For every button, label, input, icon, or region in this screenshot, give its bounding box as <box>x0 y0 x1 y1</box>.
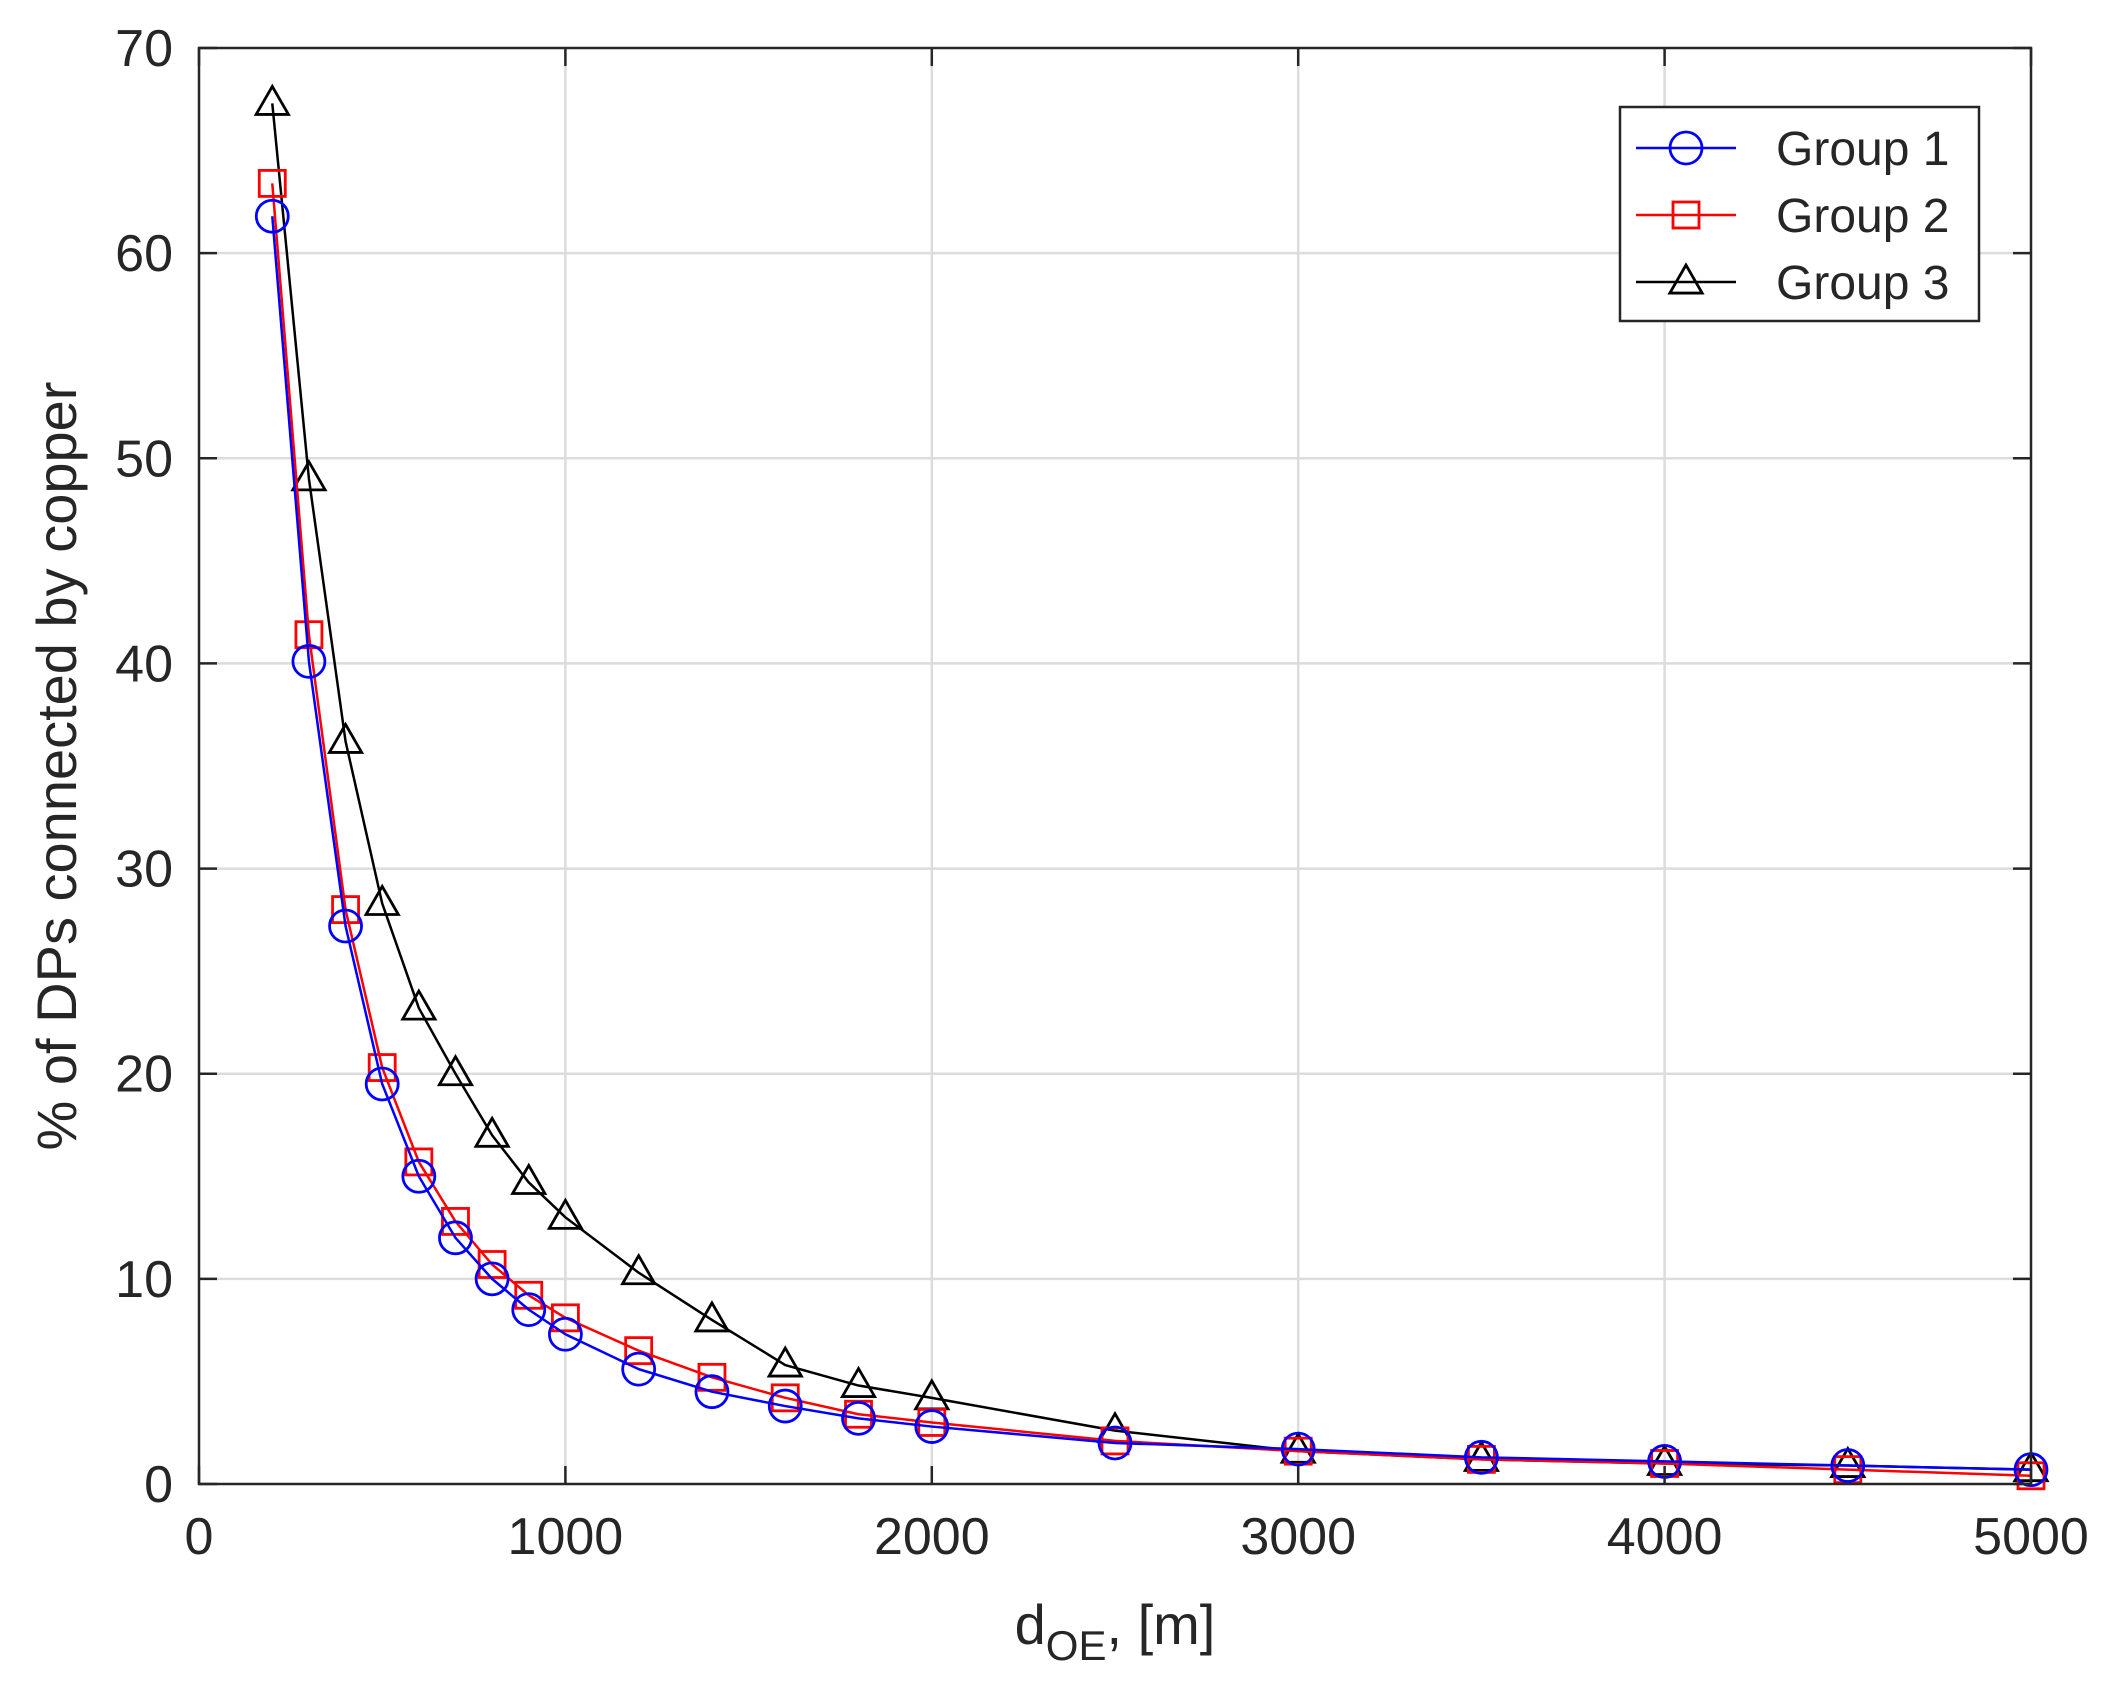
data-point-group-3 <box>253 83 291 116</box>
data-point-group-1 <box>1280 1431 1316 1467</box>
legend-marker-group-1 <box>1668 130 1704 166</box>
x-axis-label-suffix: , [m] <box>1106 1593 1215 1656</box>
y-tick-label: 0 <box>144 1456 173 1514</box>
tick-labels: 0 1000 2000 3000 4000 5000 0 10 20 30 40 50 60 70 <box>115 20 2089 1566</box>
data-point-group-3 <box>546 1197 584 1230</box>
series-line-group-2 <box>271 183 2032 1478</box>
data-point-group-1 <box>914 1409 950 1444</box>
y-tick-label: 30 <box>115 841 173 899</box>
y-tick-label: 50 <box>115 430 173 488</box>
series-layer <box>253 83 2050 1491</box>
data-point-group-3 <box>400 988 438 1021</box>
x-tick-label: 4000 <box>1607 1508 1723 1566</box>
data-point-group-3 <box>693 1300 731 1333</box>
x-axis-label-main: d <box>1015 1593 1046 1656</box>
data-point-group-1 <box>1464 1439 1499 1475</box>
data-point-group-1 <box>401 1158 437 1194</box>
data-point-group-2 <box>257 168 287 198</box>
data-point-group-1 <box>548 1316 583 1352</box>
x-axis-label-subscript: OE <box>1046 1622 1107 1669</box>
data-point-group-2 <box>551 1303 580 1333</box>
x-tick-label: 5000 <box>1973 1508 2089 1566</box>
series-group-1 <box>254 198 2049 1488</box>
data-point-group-3 <box>510 1162 548 1195</box>
legend-entry-group-2: Group 2 <box>1636 190 1949 243</box>
x-tick-label: 1000 <box>508 1508 624 1566</box>
data-point-group-3 <box>326 721 365 754</box>
data-point-group-3 <box>839 1365 878 1398</box>
data-point-group-2 <box>697 1362 727 1392</box>
legend-entry-group-1: Group 1 <box>1636 123 1949 176</box>
data-point-group-3 <box>620 1252 658 1286</box>
y-tick-label: 70 <box>115 20 173 78</box>
legend-label-group-1: Group 1 <box>1776 123 1949 176</box>
data-point-group-3 <box>473 1115 511 1148</box>
series-group-2 <box>257 168 2046 1491</box>
data-point-group-1 <box>1097 1425 1133 1461</box>
data-point-group-1 <box>511 1292 547 1328</box>
data-point-group-1 <box>841 1400 876 1436</box>
x-tick-label: 3000 <box>1240 1508 1356 1566</box>
data-point-group-1 <box>254 198 290 234</box>
data-point-group-1 <box>438 1220 473 1256</box>
x-axis-label: dOE, [m] <box>1015 1593 1216 1669</box>
legend: Group 1 Group 2 Group 3 <box>1618 105 1981 323</box>
y-tick-label: 10 <box>115 1251 173 1309</box>
legend-label-group-2: Group 2 <box>1776 190 1949 243</box>
x-tick-label: 2000 <box>874 1508 990 1566</box>
y-tick-label: 40 <box>115 635 173 693</box>
data-point-group-3 <box>436 1053 475 1087</box>
data-point-group-3 <box>290 458 328 492</box>
data-point-group-1 <box>474 1261 510 1297</box>
data-point-group-1 <box>328 908 363 944</box>
data-point-group-1 <box>621 1351 657 1387</box>
data-point-group-1 <box>694 1374 730 1410</box>
data-point-group-2 <box>441 1207 470 1236</box>
axes-frame <box>197 46 2033 1486</box>
legend-marker-group-2 <box>1671 200 1701 230</box>
data-point-group-3 <box>1829 1445 1867 1478</box>
legend-label-group-3: Group 3 <box>1776 257 1949 310</box>
legend-entry-group-3: Group 3 <box>1636 257 1949 310</box>
y-tick-label: 20 <box>115 1046 173 1104</box>
y-tick-label: 60 <box>115 225 173 283</box>
data-point-group-2 <box>624 1336 654 1366</box>
y-axis-label: % of DPs connected by copper <box>25 382 88 1151</box>
data-point-group-1 <box>1830 1448 1866 1483</box>
legend-marker-group-3 <box>1667 262 1705 295</box>
data-point-group-1 <box>291 643 327 679</box>
data-point-group-1 <box>767 1388 803 1424</box>
ticks <box>197 46 2033 1486</box>
data-point-group-1 <box>364 1066 400 1102</box>
data-point-group-3 <box>766 1345 804 1378</box>
data-point-group-3 <box>363 883 401 916</box>
x-tick-label: 0 <box>185 1508 214 1566</box>
